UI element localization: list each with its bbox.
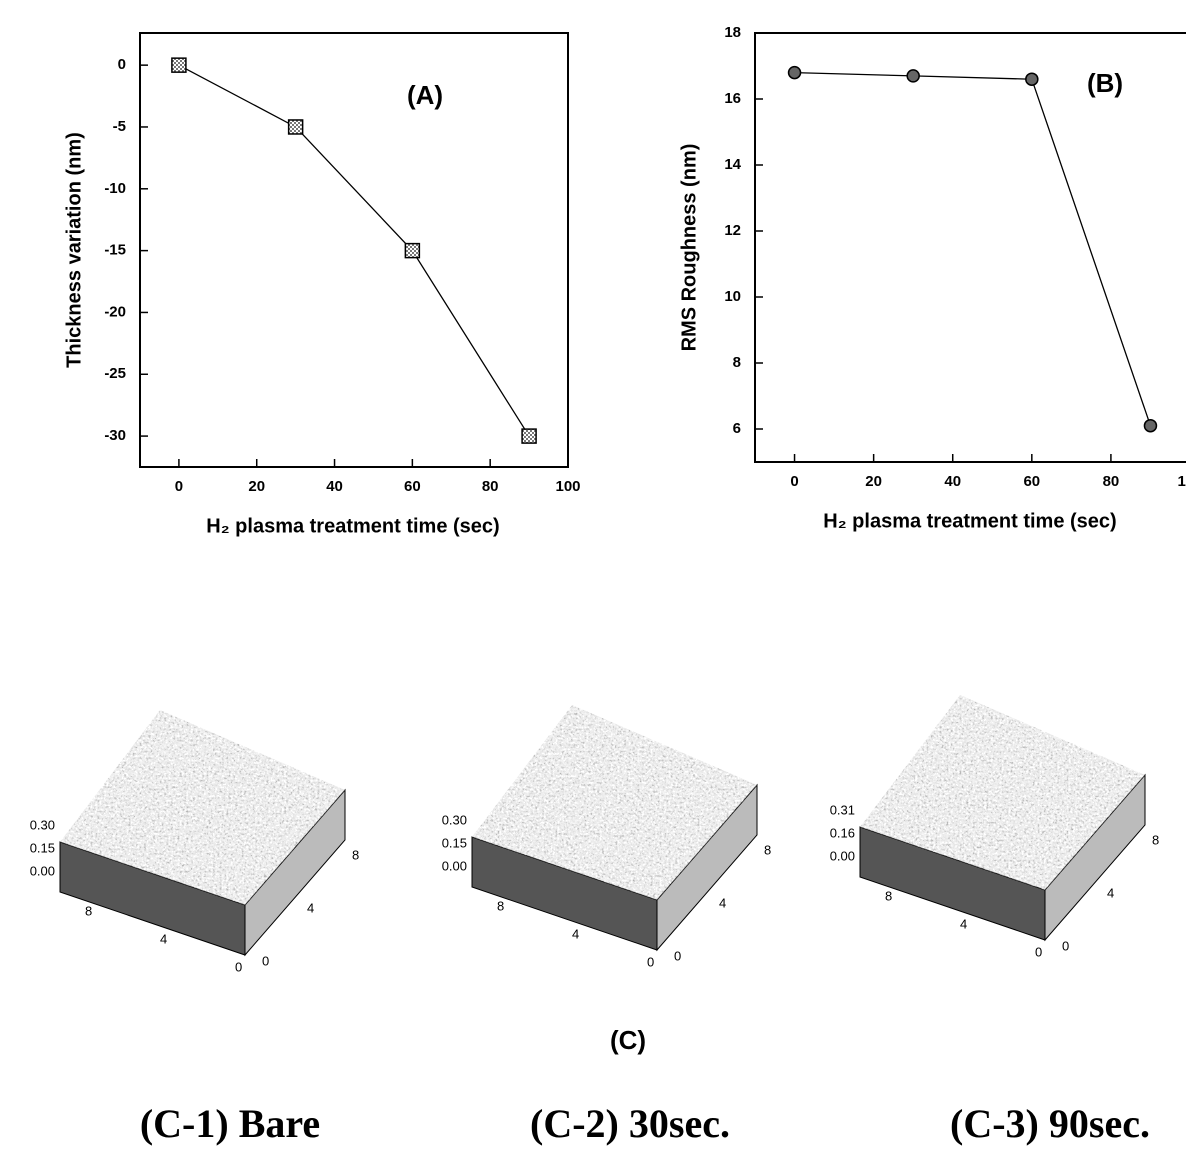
afm-x-tick: 0 (235, 959, 242, 974)
marker (1025, 72, 1039, 86)
y-tick-label: 10 (724, 288, 741, 305)
afm-y-tick: 0 (674, 948, 681, 963)
afm-x-tick: 0 (1035, 944, 1042, 959)
y-tick-label: -15 (104, 242, 126, 259)
marker (906, 69, 920, 83)
y-tick-label: 16 (724, 90, 741, 107)
afm-surface (860, 695, 1145, 890)
y-tick-label: 14 (724, 156, 741, 173)
afm-y-tick: 4 (719, 895, 726, 910)
afm-surface (472, 705, 757, 900)
y-tick-label: 0 (118, 56, 126, 73)
afm-y-tick: 0 (1062, 938, 1069, 953)
afm-y-tick: 0 (262, 953, 269, 968)
x-tick-label: 40 (944, 473, 961, 490)
y-tick-label: -30 (104, 427, 126, 444)
x-tick-label: 60 (404, 478, 421, 495)
marker (171, 57, 187, 73)
afm-x-tick: 4 (572, 926, 579, 941)
x-tick-label: 80 (482, 478, 499, 495)
caption: (C-3) 90sec. (950, 1101, 1150, 1146)
x-tick-label: 20 (865, 473, 882, 490)
afm-y-tick: 4 (307, 900, 314, 915)
data-line (794, 71, 1152, 426)
afm-y-tick: 4 (1107, 885, 1114, 900)
afm-z-tick: 0.30 (30, 817, 55, 832)
afm-z-tick: 0.31 (830, 802, 855, 817)
data-line (178, 64, 530, 437)
afm-y-tick: 8 (764, 842, 771, 857)
y-tick-label: 8 (733, 354, 741, 371)
plot-frame (754, 32, 1186, 463)
afm-y-tick: 8 (352, 847, 359, 862)
x-tick-label: 80 (1103, 473, 1120, 490)
afm-z-tick: 0.00 (830, 848, 855, 863)
y-tick-label: -20 (104, 303, 126, 320)
y-axis-label: RMS Roughness (nm) (678, 144, 700, 352)
afm-z-tick: 0.30 (442, 812, 467, 827)
afm-surface (60, 710, 345, 905)
y-tick-label: 12 (724, 222, 741, 239)
afm-x-tick: 8 (85, 903, 92, 918)
plot-frame (139, 32, 569, 468)
x-tick-label: 40 (326, 478, 343, 495)
x-tick-label: 100 (555, 478, 580, 495)
y-tick-label: -25 (104, 365, 126, 382)
chart-title: (B) (1087, 68, 1123, 98)
marker (1143, 418, 1158, 433)
afm-x-tick: 8 (885, 888, 892, 903)
afm-y-tick: 8 (1152, 832, 1159, 847)
caption: (C-1) Bare (140, 1101, 320, 1146)
afm-z-tick: 0.00 (442, 858, 467, 873)
afm-x-tick: 0 (647, 954, 654, 969)
marker (787, 65, 802, 80)
y-tick-label: 18 (724, 24, 741, 41)
y-axis-label: Thickness variation (nm) (63, 132, 85, 368)
x-tick-label: 20 (248, 478, 265, 495)
afm-z-tick: 0.15 (30, 840, 55, 855)
x-tick-label: 60 (1023, 473, 1040, 490)
y-tick-label: -5 (113, 118, 126, 135)
x-tick-label: 100 (1177, 473, 1186, 490)
marker (404, 242, 421, 259)
x-axis-label: H₂ plasma treatment time (sec) (206, 515, 499, 537)
marker (287, 119, 304, 135)
caption: (C-2) 30sec. (530, 1101, 730, 1146)
afm-side (656, 783, 758, 952)
panel-label: (C) (610, 1025, 646, 1055)
chart-title: (A) (407, 80, 443, 110)
y-tick-label: 6 (733, 420, 741, 437)
afm-z-tick: 0.00 (30, 863, 55, 878)
y-tick-label: -10 (104, 180, 126, 197)
x-tick-label: 0 (790, 473, 798, 490)
afm-x-tick: 4 (960, 916, 967, 931)
marker (521, 428, 537, 444)
x-tick-label: 0 (175, 478, 183, 495)
afm-x-tick: 8 (497, 898, 504, 913)
afm-z-tick: 0.16 (830, 825, 855, 840)
afm-z-tick: 0.15 (442, 835, 467, 850)
afm-x-tick: 4 (160, 931, 167, 946)
x-axis-label: H₂ plasma treatment time (sec) (823, 510, 1116, 532)
